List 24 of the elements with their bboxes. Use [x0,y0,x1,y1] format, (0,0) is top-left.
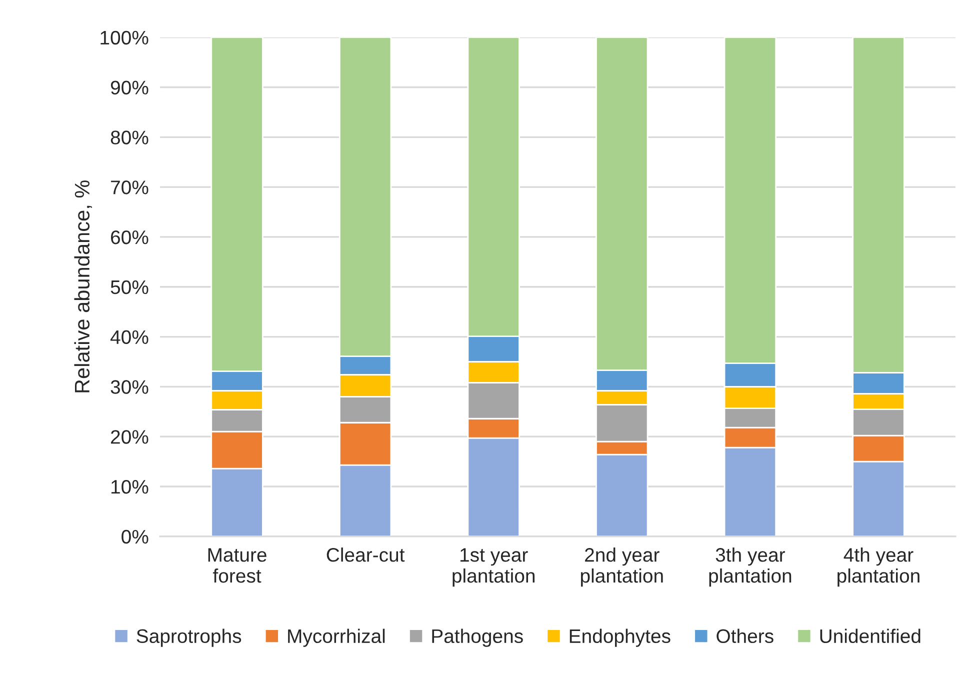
x-tick-label: 1st year plantation [452,548,535,587]
y-tick-label: 30% [110,380,148,394]
legend-label: Unidentified [820,628,920,644]
y-tick-label: 10% [112,480,148,494]
legend-label: Mycorrhizal [288,628,385,647]
y-tick-label: 60% [111,230,148,244]
y-tick-label: 50% [110,280,148,294]
y-tick-label: 100% [100,30,148,45]
x-tick-label: 4th year plantation [838,548,920,587]
x-tick-label: 3th year plantation [709,548,792,587]
y-tick-label: 90% [110,80,148,94]
x-tick-label: Clear-cut [326,548,405,562]
y-tick-label: 80% [110,130,148,144]
x-tick-label: Mature forest [208,548,266,583]
legend-label: Others [716,628,774,644]
y-tick-label: 20% [111,430,148,444]
y-tick-label: 40% [110,330,148,344]
y-tick-label: 0% [122,530,148,544]
legend-label: Endophytes [570,628,670,647]
legend-label: Pathogens [432,628,523,647]
y-tick-label: 70% [111,180,148,194]
y-axis-title: Relative abundance, % [74,180,92,392]
legend-label: Saprotrophs [136,628,242,647]
x-tick-label: 2nd year plantation [580,548,663,587]
